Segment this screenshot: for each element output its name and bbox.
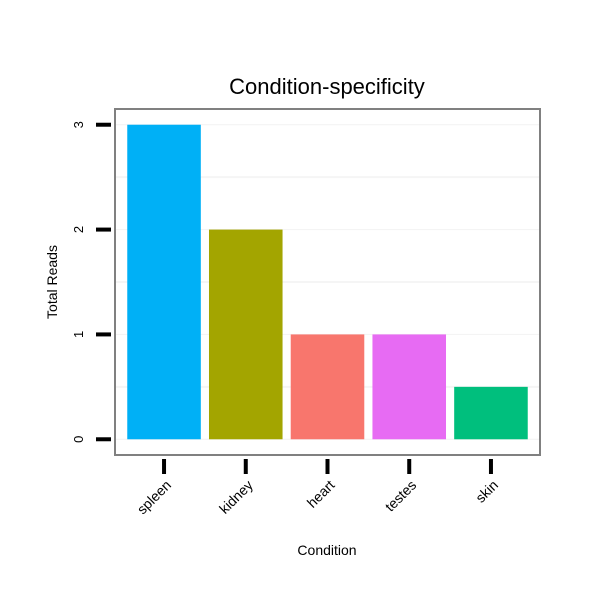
x-tick-label: skin — [472, 477, 501, 506]
y-tick-label: 2 — [71, 226, 86, 233]
y-axis: 0 1 2 3 — [71, 121, 111, 443]
x-tick-label: heart — [304, 477, 338, 511]
x-tick-label: testes — [382, 477, 420, 515]
x-tick-label: kidney — [216, 477, 256, 517]
chart-title: Condition-specificity — [229, 74, 425, 99]
bar-skin — [454, 386, 528, 440]
plot-panel-border — [114, 108, 541, 456]
x-tick-label: spleen — [134, 477, 174, 517]
x-axis: spleen kidney heart testes skin — [134, 459, 501, 517]
y-tick-label: 1 — [71, 331, 86, 338]
y-axis-label: Total Reads — [44, 245, 60, 319]
y-tick-label: 0 — [71, 436, 86, 443]
x-axis-label: Condition — [297, 542, 356, 558]
y-tick-label: 3 — [71, 121, 86, 128]
bar-spleen — [127, 124, 201, 440]
bar-heart — [290, 334, 365, 440]
bar-kidney — [208, 229, 283, 440]
bars — [127, 124, 528, 440]
bar-testes — [372, 334, 447, 440]
